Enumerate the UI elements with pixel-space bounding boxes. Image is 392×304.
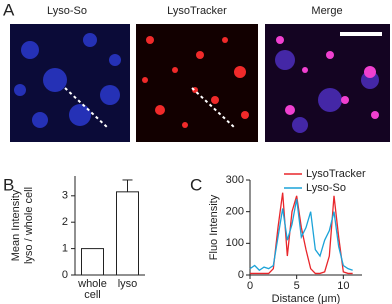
micrograph xyxy=(10,24,130,142)
series-line xyxy=(250,192,353,275)
x-tick-label: 10 xyxy=(337,280,349,292)
micrograph xyxy=(136,24,258,142)
y-axis-label: lyso / whole cell xyxy=(23,187,35,264)
y-tick-label: 3 xyxy=(62,190,68,202)
x-tick-label: whole cell xyxy=(78,278,107,301)
y-tick-label: 0 xyxy=(238,269,244,281)
legend-label: LysoTracker xyxy=(306,168,366,180)
x-tick-label: lyso xyxy=(117,278,138,290)
x-tick-label: 0 xyxy=(247,280,253,292)
image-title: Merge xyxy=(311,5,342,17)
panel-label: B xyxy=(3,175,14,194)
image-title: Lyso-So xyxy=(47,5,87,17)
bar xyxy=(81,248,104,276)
y-tick-label: 0 xyxy=(62,269,68,281)
y-tick-label: 300 xyxy=(226,174,244,186)
y-tick-label: 100 xyxy=(226,237,244,249)
panel-label: C xyxy=(190,175,202,194)
y-tick-label: 1 xyxy=(62,243,68,255)
micrograph xyxy=(265,24,390,142)
image-title: LysoTracker xyxy=(167,5,227,17)
y-axis-label: Fluo Intensity xyxy=(208,194,220,260)
y-tick-label: 2 xyxy=(62,216,68,228)
y-tick-label: 200 xyxy=(226,206,244,218)
x-tick-label: 5 xyxy=(294,280,300,292)
bar xyxy=(116,191,139,276)
panel-label: A xyxy=(3,0,15,19)
x-axis-label: Distance (μm) xyxy=(272,293,341,304)
series-line xyxy=(249,198,353,272)
legend-label: Lyso-So xyxy=(306,182,346,194)
y-axis-label: Mean Intensity xyxy=(10,189,22,261)
